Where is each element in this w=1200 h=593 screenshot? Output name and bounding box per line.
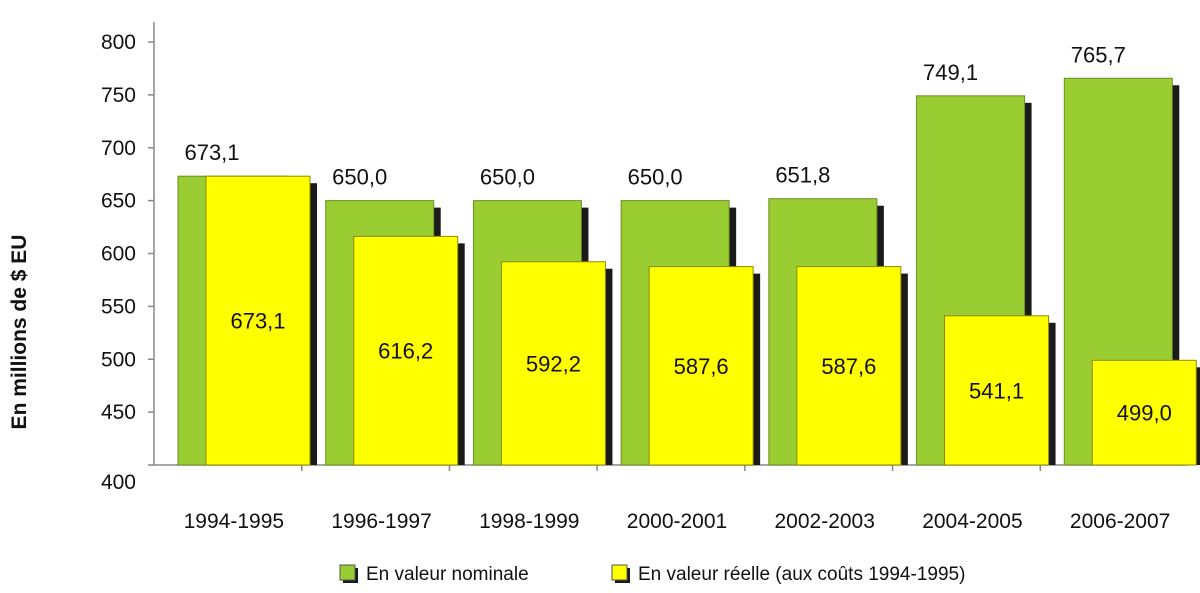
legend-swatch [611, 564, 628, 581]
bar-real [648, 266, 754, 466]
data-labels: 673,1 673,1 650,0 616,2 650,0 592,2 650,0 587,6… [184, 42, 1171, 425]
y-tick-label: 450 [101, 401, 136, 424]
data-label-nominal: 765,7 [1071, 42, 1126, 67]
y-tick-label: 650 [101, 190, 136, 213]
bar-real [500, 261, 606, 466]
bar-real [1091, 359, 1197, 466]
data-label-real: 616,2 [378, 339, 433, 364]
data-label-nominal: 650,0 [628, 165, 683, 190]
legend: En valeur nominale En valeur réelle (aux … [339, 564, 965, 585]
data-label-nominal: 650,0 [332, 165, 387, 190]
x-tick-label: 2002-2003 [774, 510, 874, 533]
y-axis-label: En millions de $ EU [8, 235, 31, 430]
legend-label: En valeur réelle (aux coûts 1994-1995) [638, 564, 965, 585]
data-label-real: 673,1 [230, 309, 285, 334]
y-tick-label: 800 [101, 31, 136, 54]
legend-swatch [339, 564, 356, 581]
data-label-nominal: 651,8 [775, 163, 830, 188]
data-label-nominal: 749,1 [923, 60, 978, 85]
data-label-real: 587,6 [821, 354, 876, 379]
data-label-real: 587,6 [674, 354, 729, 379]
y-tick-label: 700 [101, 137, 136, 160]
data-label-nominal: 650,0 [480, 165, 535, 190]
y-tick-label: 400 [101, 471, 136, 494]
x-tick-label: 2006-2007 [1070, 510, 1170, 533]
data-label-real: 499,0 [1117, 401, 1172, 426]
y-tick-label: 600 [101, 243, 136, 266]
x-tick-label: 2000-2001 [627, 510, 727, 533]
bar-real [353, 235, 459, 466]
y-tick-label: 550 [101, 295, 136, 318]
bar-real [944, 315, 1050, 466]
data-label-real: 592,2 [526, 351, 581, 376]
bar-real [796, 266, 902, 466]
data-label-nominal: 673,1 [184, 140, 239, 165]
data-label-real: 541,1 [969, 378, 1024, 403]
bar-real [205, 175, 311, 466]
x-tick-label: 1996-1997 [331, 510, 431, 533]
y-tick-label: 500 [101, 348, 136, 371]
x-tick-label: 1998-1999 [479, 510, 579, 533]
bars [177, 77, 1200, 466]
x-tick-label: 2004-2005 [922, 510, 1022, 533]
x-tick-label: 1994-1995 [184, 510, 284, 533]
legend-label: En valeur nominale [366, 564, 529, 585]
axes: 400 450 500 550 600 650 700 750 800 1994-1995 1996… [101, 22, 1188, 533]
y-tick-label: 750 [101, 84, 136, 107]
